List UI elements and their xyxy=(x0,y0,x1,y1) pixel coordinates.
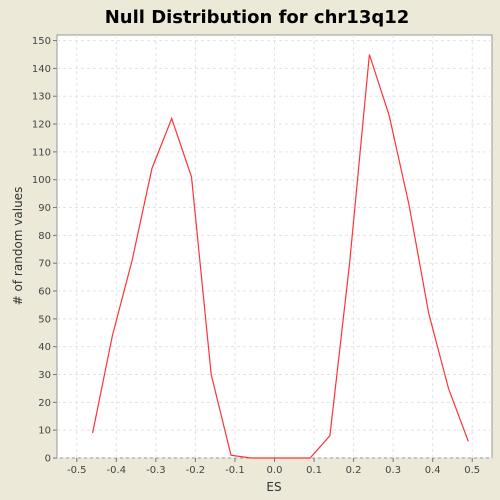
y-axis-ticks: 0 10 20 30 40 50 60 70 80 90 100 110 120 130 140 150 xyxy=(32,36,57,465)
series-line xyxy=(92,54,469,459)
x-tick-label: 0.2 xyxy=(346,465,362,476)
y-tick-label: 110 xyxy=(32,147,51,158)
series-layer xyxy=(92,54,469,459)
x-tick-label: 0.3 xyxy=(385,465,401,476)
x-tick-label: -0.1 xyxy=(225,465,245,476)
y-tick-label: 10 xyxy=(38,426,51,437)
x-tick-label: 0.4 xyxy=(425,465,441,476)
y-tick-label: 130 xyxy=(32,92,51,103)
y-tick-label: 100 xyxy=(32,175,51,186)
x-axis-label: ES xyxy=(266,480,281,494)
y-tick-label: 150 xyxy=(32,36,51,47)
chart-title: Null Distribution for chr13q12 xyxy=(105,7,410,28)
y-tick-label: 50 xyxy=(38,314,51,325)
y-tick-label: 120 xyxy=(32,120,51,131)
x-axis-ticks: -0.5 -0.4 -0.3 -0.2 -0.1 0.0 0.1 0.2 0.3 0.4 0.5 xyxy=(67,458,480,476)
y-tick-label: 80 xyxy=(38,231,51,242)
y-axis-label: # of random values xyxy=(11,187,25,306)
y-tick-label: 0 xyxy=(45,454,51,465)
y-tick-label: 20 xyxy=(38,398,51,409)
x-tick-label: -0.2 xyxy=(186,465,206,476)
x-tick-label: -0.4 xyxy=(107,465,127,476)
x-tick-label: -0.5 xyxy=(67,465,87,476)
y-tick-label: 60 xyxy=(38,287,51,298)
x-tick-label: -0.3 xyxy=(146,465,166,476)
x-tick-label: 0.0 xyxy=(267,465,283,476)
y-tick-label: 90 xyxy=(38,203,51,214)
y-tick-label: 70 xyxy=(38,259,51,270)
x-tick-label: 0.5 xyxy=(464,465,480,476)
y-tick-label: 30 xyxy=(38,370,51,381)
y-tick-label: 40 xyxy=(38,342,51,353)
y-tick-label: 140 xyxy=(32,64,51,75)
x-tick-label: 0.1 xyxy=(306,465,322,476)
grid xyxy=(57,35,492,459)
